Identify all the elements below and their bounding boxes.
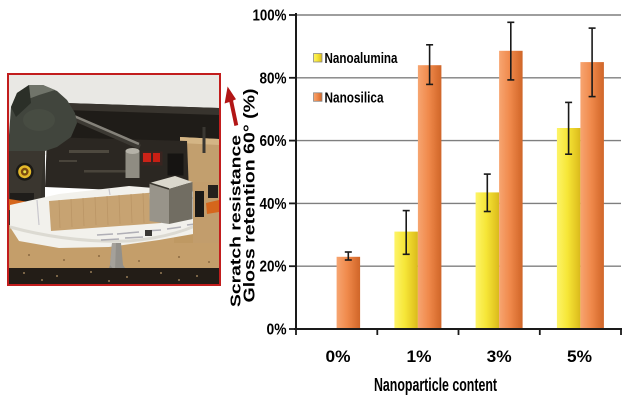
svg-text:40%: 40% [260,196,287,213]
svg-text:Nanoalumina: Nanoalumina [325,50,399,67]
svg-text:100%: 100% [253,8,287,25]
svg-text:5%: 5% [567,347,592,366]
svg-text:20%: 20% [260,259,287,276]
svg-text:Nanosilica: Nanosilica [325,90,385,107]
svg-text:Scratch resistance: Scratch resistance [228,135,245,307]
svg-text:0%: 0% [267,322,287,339]
svg-text:Gloss retention 60° (%): Gloss retention 60° (%) [242,89,259,303]
svg-text:3%: 3% [487,347,512,366]
svg-text:1%: 1% [407,347,432,366]
svg-text:Nanoparticle content: Nanoparticle content [374,375,497,395]
svg-text:80%: 80% [260,70,287,87]
svg-text:60%: 60% [260,133,287,150]
svg-text:0%: 0% [326,347,351,366]
